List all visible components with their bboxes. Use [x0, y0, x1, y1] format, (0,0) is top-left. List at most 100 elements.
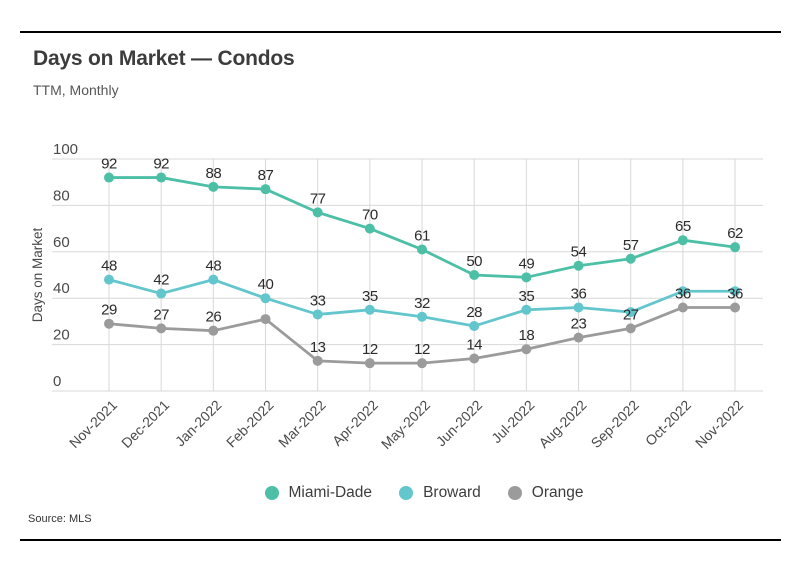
data-point — [730, 286, 741, 297]
data-point — [573, 260, 584, 271]
x-tick-label: Mar-2022 — [275, 397, 329, 451]
data-point-label: 33 — [310, 292, 326, 309]
y-tick-label: 40 — [53, 280, 70, 297]
legend-label: Broward — [423, 484, 481, 501]
data-point-label: 70 — [362, 207, 378, 224]
data-point — [677, 286, 688, 297]
chart-legend: Miami-Dade Broward Orange — [85, 481, 763, 505]
data-point — [625, 253, 636, 264]
data-point-label: 35 — [362, 288, 378, 305]
page-subtitle: TTM, Monthly — [33, 82, 119, 98]
data-point-label: 92 — [101, 156, 117, 173]
data-point-label: 26 — [205, 309, 221, 326]
data-point-label: 23 — [571, 316, 587, 333]
data-point-label: 92 — [153, 156, 169, 173]
legend-item-miami-dade: Miami-Dade — [264, 484, 373, 502]
broward-series-dot-icon — [399, 486, 414, 500]
data-point — [469, 321, 480, 332]
data-point-label: 14 — [466, 337, 482, 354]
miami-dade-series-dot-icon — [264, 486, 279, 500]
data-point — [104, 172, 114, 183]
data-point — [312, 207, 323, 218]
x-tick-label: Sep-2022 — [588, 397, 642, 451]
x-tick-label: Apr-2022 — [329, 397, 381, 449]
bottom-rule — [20, 539, 781, 541]
data-point-label: 36 — [571, 285, 587, 302]
data-point — [417, 311, 428, 322]
data-point — [730, 242, 741, 253]
data-point — [364, 304, 375, 315]
data-point — [625, 323, 636, 334]
data-point — [625, 307, 636, 318]
data-point-label: 48 — [205, 258, 221, 275]
x-tick-label: Jun-2022 — [433, 397, 486, 450]
data-point — [156, 172, 167, 183]
page-title: Days on Market — Condos — [33, 47, 295, 70]
data-point — [417, 358, 428, 369]
x-tick-label: Nov-2021 — [66, 397, 120, 451]
data-point — [730, 302, 741, 313]
data-point-label: 48 — [101, 258, 117, 275]
data-point — [521, 304, 532, 315]
x-tick-label: Aug-2022 — [535, 397, 589, 451]
top-rule — [20, 31, 781, 33]
orange-series-dot-icon — [507, 486, 522, 500]
data-point — [260, 314, 271, 325]
data-point-label: 36 — [675, 285, 691, 302]
x-tick-label: May-2022 — [378, 397, 433, 452]
x-tick-label: Oct-2022 — [642, 397, 694, 449]
data-point — [104, 318, 114, 329]
data-point-label: 62 — [727, 225, 743, 242]
legend-label: Orange — [531, 484, 584, 501]
x-tick-label: Feb-2022 — [223, 397, 277, 451]
data-point-label: 12 — [362, 341, 378, 358]
data-point-label: 27 — [153, 306, 169, 323]
data-point — [364, 223, 375, 234]
data-point-label: 40 — [258, 276, 274, 293]
y-axis-title: Days on Market — [30, 227, 45, 322]
data-point-label: 88 — [205, 165, 221, 182]
data-point-label: 36 — [727, 285, 743, 302]
legend-label: Miami-Dade — [288, 484, 373, 501]
data-point — [312, 355, 323, 366]
data-point — [469, 270, 480, 280]
data-point — [312, 309, 323, 320]
data-point — [573, 302, 584, 313]
x-tick-label: Dec-2021 — [118, 397, 172, 451]
data-point-label: 65 — [675, 218, 691, 235]
data-point — [208, 325, 219, 336]
data-point-label: 42 — [153, 272, 169, 289]
data-point-label: 29 — [101, 302, 117, 319]
y-tick-label: 100 — [53, 141, 78, 158]
data-point — [521, 272, 532, 283]
data-point — [156, 323, 167, 334]
data-point-label: 27 — [623, 306, 639, 323]
data-point — [469, 353, 480, 364]
legend-item-broward: Broward — [399, 484, 481, 502]
data-point-label: 12 — [414, 341, 430, 358]
data-point-label: 61 — [414, 227, 430, 244]
data-point — [104, 274, 114, 285]
y-tick-label: 60 — [53, 234, 70, 251]
y-tick-label: 20 — [53, 327, 70, 344]
legend-item-orange: Orange — [507, 484, 584, 502]
data-point-label: 50 — [466, 253, 482, 270]
source-note: Source: MLS — [28, 513, 92, 525]
x-tick-label: Nov-2022 — [692, 397, 746, 451]
data-point-label: 32 — [414, 295, 430, 312]
x-tick-label: Jan-2022 — [172, 397, 225, 450]
data-point-label: 87 — [258, 167, 274, 184]
data-point — [417, 244, 428, 255]
data-point — [208, 181, 219, 192]
y-tick-label: 0 — [53, 373, 61, 390]
data-point — [573, 332, 584, 343]
x-tick-label: Jul-2022 — [488, 397, 537, 446]
data-point — [364, 358, 375, 369]
data-point — [677, 235, 688, 246]
data-point-label: 54 — [571, 244, 587, 261]
data-point — [677, 302, 688, 313]
data-point — [521, 344, 532, 355]
data-point-label: 13 — [310, 339, 326, 356]
data-point-label: 49 — [519, 255, 535, 272]
